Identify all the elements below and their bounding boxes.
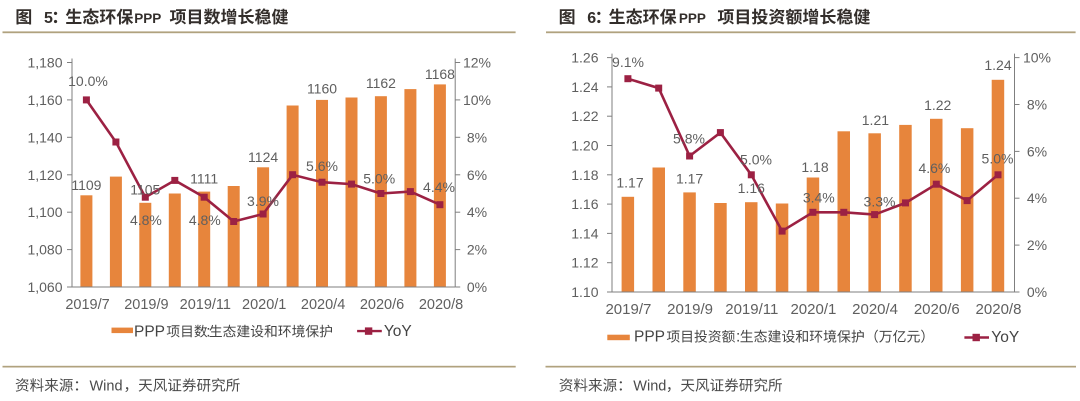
- svg-text::: :: [736, 329, 740, 346]
- svg-text:PPP: PPP: [134, 11, 161, 26]
- svg-text:4.8%: 4.8%: [189, 212, 221, 228]
- svg-text:Wind: Wind: [633, 379, 666, 395]
- svg-text:1.24: 1.24: [571, 79, 598, 95]
- svg-text:YoY: YoY: [384, 323, 412, 340]
- svg-text:2020/4: 2020/4: [852, 301, 898, 318]
- svg-text:Wind: Wind: [90, 379, 123, 395]
- svg-text:6%: 6%: [467, 167, 487, 183]
- svg-text:1105: 1105: [130, 182, 160, 198]
- svg-text:1.22: 1.22: [571, 108, 598, 124]
- svg-text:2020/1: 2020/1: [242, 297, 286, 313]
- svg-text:4%: 4%: [1027, 190, 1047, 206]
- svg-text:1,120: 1,120: [27, 167, 62, 183]
- svg-text:1.21: 1.21: [862, 112, 889, 128]
- svg-text:1.12: 1.12: [571, 255, 598, 271]
- svg-text:1109: 1109: [71, 177, 101, 193]
- svg-text:2%: 2%: [467, 242, 487, 258]
- svg-text:PPP: PPP: [679, 11, 706, 26]
- svg-text:1.26: 1.26: [571, 50, 598, 66]
- svg-text:2%: 2%: [1027, 237, 1047, 253]
- svg-text:1111: 1111: [190, 170, 218, 186]
- svg-text:YoY: YoY: [991, 329, 1019, 346]
- svg-text:2019/11: 2019/11: [180, 297, 231, 313]
- svg-text:12%: 12%: [463, 55, 491, 71]
- svg-text:2019/7: 2019/7: [65, 297, 109, 313]
- svg-text:10%: 10%: [1023, 50, 1051, 66]
- svg-text:2019/11: 2019/11: [725, 301, 778, 318]
- svg-text:1.16: 1.16: [738, 180, 765, 196]
- svg-text:3.4%: 3.4%: [803, 190, 835, 206]
- svg-text:2020/6: 2020/6: [914, 301, 960, 318]
- svg-text:2019/7: 2019/7: [605, 301, 651, 318]
- svg-text:4%: 4%: [467, 204, 487, 220]
- svg-text:5.0%: 5.0%: [363, 171, 395, 187]
- svg-text:4.8%: 4.8%: [130, 212, 162, 228]
- svg-text:1,100: 1,100: [27, 204, 62, 220]
- svg-text:3.9%: 3.9%: [247, 193, 279, 209]
- svg-text:2020/4: 2020/4: [301, 297, 345, 313]
- svg-text:1160: 1160: [307, 81, 337, 97]
- svg-text:5.0%: 5.0%: [982, 151, 1014, 167]
- svg-text:1,140: 1,140: [27, 129, 62, 145]
- svg-text:9.1%: 9.1%: [612, 54, 644, 70]
- svg-text:1.18: 1.18: [571, 167, 598, 183]
- svg-text:1124: 1124: [248, 149, 278, 165]
- svg-text:4.6%: 4.6%: [918, 160, 950, 176]
- svg-text:6%: 6%: [1027, 143, 1047, 159]
- svg-text:1,160: 1,160: [27, 92, 62, 108]
- svg-text:1.18: 1.18: [801, 159, 828, 175]
- svg-text:1162: 1162: [366, 75, 396, 91]
- svg-text::: :: [206, 323, 210, 340]
- svg-text:8%: 8%: [1027, 97, 1047, 113]
- svg-text:5: 5: [44, 10, 53, 27]
- svg-text:2020/6: 2020/6: [360, 297, 404, 313]
- svg-text:1,060: 1,060: [27, 279, 62, 295]
- svg-text:5.8%: 5.8%: [673, 131, 705, 147]
- svg-text:1.20: 1.20: [571, 138, 598, 154]
- svg-text:1,180: 1,180: [27, 55, 62, 71]
- svg-text:1168: 1168: [425, 66, 455, 82]
- svg-text:PPP: PPP: [634, 329, 665, 346]
- svg-text:2020/8: 2020/8: [419, 297, 463, 313]
- svg-text:2020/1: 2020/1: [790, 301, 836, 318]
- svg-text:10%: 10%: [463, 92, 491, 108]
- svg-text:5.6%: 5.6%: [306, 158, 338, 174]
- svg-text:1.24: 1.24: [984, 57, 1011, 73]
- svg-text:1,080: 1,080: [27, 242, 62, 258]
- svg-text:3.3%: 3.3%: [864, 193, 896, 209]
- svg-text:10.0%: 10.0%: [68, 73, 108, 89]
- svg-text:2019/9: 2019/9: [667, 301, 713, 318]
- svg-text:1.16: 1.16: [571, 196, 598, 212]
- svg-text:1.10: 1.10: [571, 284, 598, 300]
- svg-text:0%: 0%: [467, 279, 487, 295]
- svg-text:1.14: 1.14: [571, 225, 598, 241]
- svg-text:4.4%: 4.4%: [423, 179, 455, 195]
- svg-text:2019/9: 2019/9: [124, 297, 168, 313]
- svg-text:0%: 0%: [1027, 284, 1047, 300]
- svg-text:PPP: PPP: [134, 323, 165, 340]
- svg-text:5.0%: 5.0%: [740, 152, 772, 168]
- svg-text:1.22: 1.22: [924, 97, 951, 113]
- svg-text:8%: 8%: [467, 129, 487, 145]
- svg-text:6: 6: [587, 10, 596, 27]
- svg-text:1.17: 1.17: [616, 175, 643, 191]
- svg-text:1.17: 1.17: [676, 171, 703, 187]
- svg-text:2020/8: 2020/8: [976, 301, 1022, 318]
